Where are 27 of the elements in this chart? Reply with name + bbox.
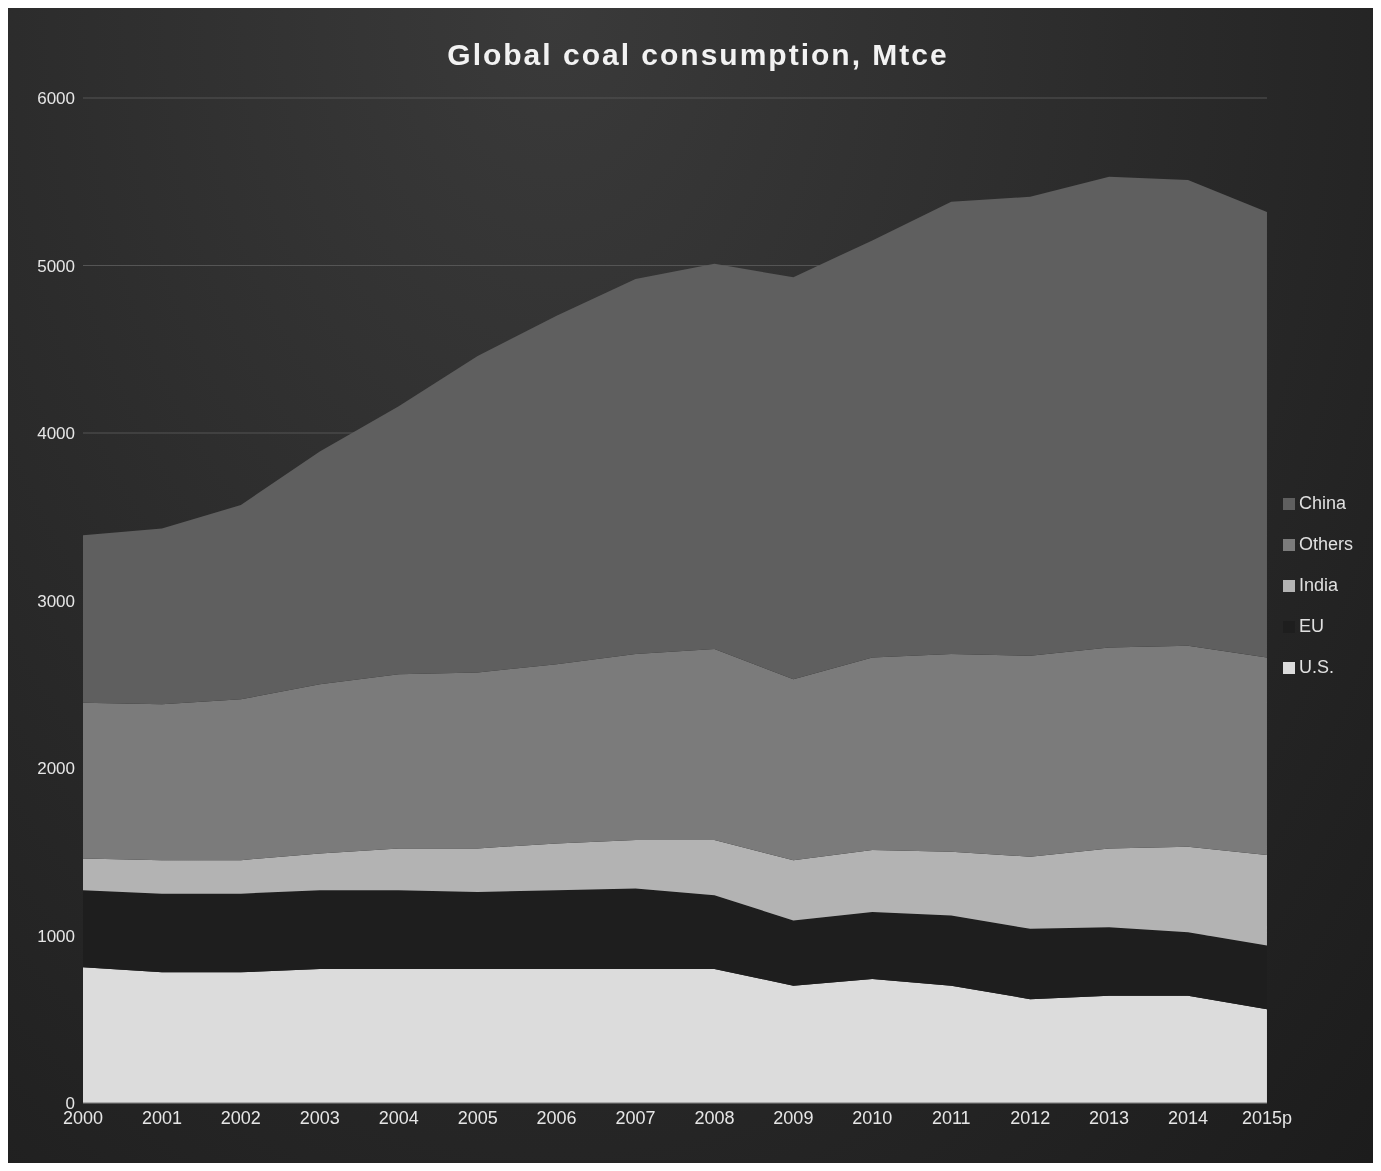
- x-tick-label: 2006: [536, 1107, 577, 1128]
- legend-label: China: [1298, 493, 1346, 514]
- legend-label: EU: [1298, 616, 1324, 637]
- x-tick-label: 2013: [1089, 1107, 1130, 1128]
- y-tick-label: 1000: [37, 926, 75, 946]
- y-tick-label: 5000: [37, 256, 75, 276]
- x-tick-label: 2014: [1168, 1107, 1209, 1128]
- legend-label: India: [1298, 575, 1339, 596]
- x-tick-label: 2011: [931, 1107, 971, 1128]
- y-tick-label: 6000: [37, 89, 75, 109]
- x-tick-label: 2008: [694, 1107, 735, 1128]
- x-tick-label: 2003: [299, 1107, 340, 1128]
- x-tick-label: 2007: [615, 1107, 656, 1128]
- x-tick-label: 2015p: [1241, 1107, 1292, 1128]
- x-tick-label: 2012: [1010, 1107, 1051, 1128]
- chart-title: Global coal consumption, Mtce: [446, 38, 950, 72]
- legend-label: U.S.: [1298, 657, 1334, 678]
- x-tick-label: 2009: [773, 1107, 814, 1128]
- y-tick-label: 4000: [37, 424, 75, 444]
- x-tick-label: 2001: [141, 1107, 182, 1128]
- legend-label: Others: [1298, 534, 1353, 555]
- y-tick-label: 2000: [37, 759, 75, 779]
- y-tick-label: 3000: [37, 591, 75, 611]
- x-tick-label: 2010: [852, 1107, 893, 1128]
- x-tick-label: 2004: [378, 1107, 419, 1128]
- x-tick-label: 2002: [220, 1107, 261, 1128]
- x-tick-label: 2005: [457, 1107, 498, 1128]
